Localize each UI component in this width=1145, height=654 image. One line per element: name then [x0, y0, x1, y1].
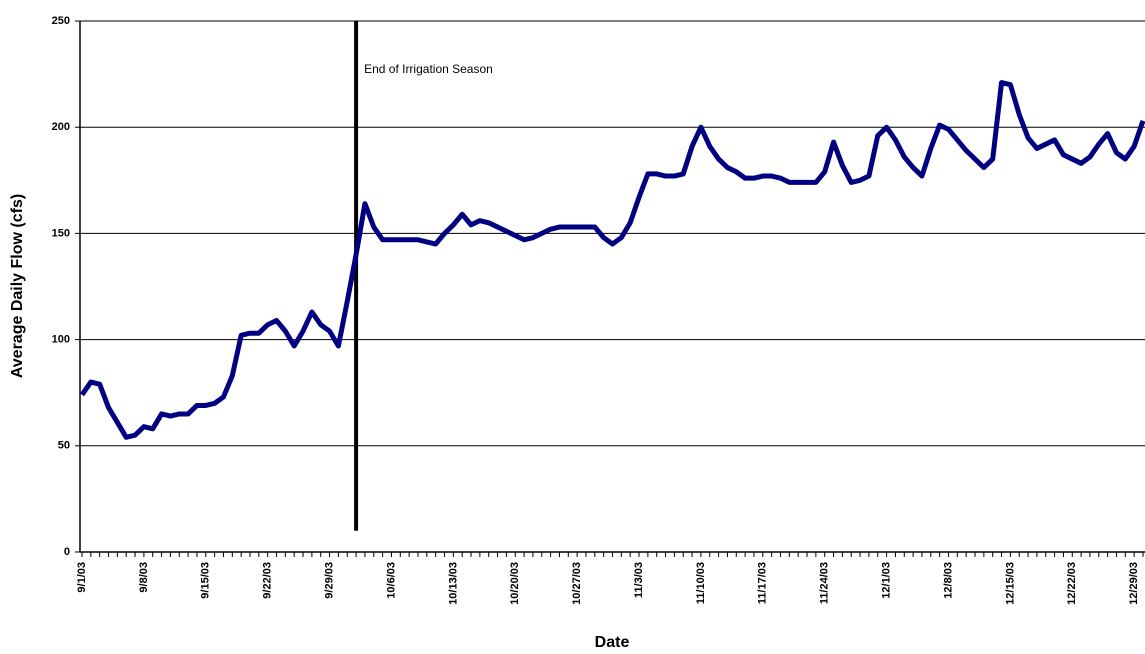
x-tick-label: 10/13/03 — [447, 562, 459, 605]
y-tick-label: 200 — [52, 121, 70, 133]
x-tick-label: 12/29/03 — [1128, 562, 1140, 605]
y-tick-label: 150 — [52, 227, 70, 239]
x-tick-label: 9/1/03 — [76, 562, 88, 593]
x-tick-label: 9/15/03 — [200, 562, 212, 599]
x-tick-label: 9/8/03 — [138, 562, 150, 593]
y-tick-label: 0 — [64, 546, 70, 558]
x-tick-label: 11/10/03 — [695, 562, 707, 604]
x-tick-label: 12/15/03 — [1004, 562, 1016, 605]
y-axis-title: Average Daily Flow (cfs) — [9, 194, 26, 378]
x-tick-label: 12/1/03 — [880, 562, 892, 599]
x-tick-label: 9/22/03 — [262, 562, 274, 599]
x-tick-label: 10/20/03 — [509, 562, 521, 605]
x-tick-label: 10/6/03 — [385, 562, 397, 599]
x-tick-label: 11/17/03 — [757, 562, 769, 604]
x-axis-title: Date — [595, 634, 630, 651]
x-tick-label: 10/27/03 — [571, 562, 583, 605]
x-tick-label: 12/22/03 — [1066, 562, 1078, 605]
y-tick-label: 50 — [58, 440, 70, 452]
x-tick-label: 12/8/03 — [942, 562, 954, 599]
y-tick-label: 100 — [52, 334, 70, 346]
data-line — [79, 80, 1145, 440]
x-tick-label: 9/29/03 — [323, 562, 335, 599]
annotation-text: End of Irrigation Season — [364, 62, 493, 76]
x-tick-label: 11/3/03 — [633, 562, 645, 598]
x-tick-label: 11/24/03 — [819, 562, 831, 604]
y-tick-label: 250 — [52, 15, 70, 27]
